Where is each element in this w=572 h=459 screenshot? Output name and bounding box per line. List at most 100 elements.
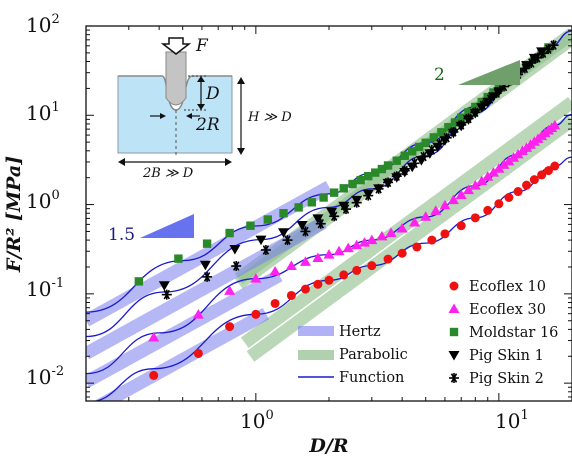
data-point xyxy=(412,242,422,252)
data-point xyxy=(447,194,459,205)
data-point xyxy=(312,214,324,224)
data-point xyxy=(339,270,349,280)
data-point xyxy=(315,218,326,229)
data-point xyxy=(494,199,504,209)
data-point xyxy=(462,184,474,195)
data-point xyxy=(476,175,488,186)
data-point xyxy=(231,261,242,272)
data-point xyxy=(396,222,408,233)
y-tick-label: 101 xyxy=(26,100,60,125)
data-point xyxy=(371,168,380,177)
data-point xyxy=(356,175,365,185)
inset-force-arrow xyxy=(160,37,192,55)
data-point xyxy=(526,58,537,69)
data-point xyxy=(161,289,172,300)
data-point xyxy=(504,193,514,203)
y-tick-label: 100 xyxy=(26,188,60,213)
data-point xyxy=(329,188,339,197)
data-point xyxy=(426,145,437,156)
data-point xyxy=(439,199,451,210)
data-point xyxy=(485,94,496,105)
data-point xyxy=(483,205,493,215)
data-point xyxy=(324,275,334,285)
data-point xyxy=(319,193,328,202)
parabolic-band xyxy=(246,115,572,362)
data-point xyxy=(537,170,547,180)
series-ecoflex-10 xyxy=(149,161,560,380)
y-tick-label: 102 xyxy=(26,12,60,37)
data-point xyxy=(493,163,505,173)
data-point xyxy=(418,151,429,162)
data-point xyxy=(455,189,467,200)
data-point xyxy=(464,108,473,117)
data-point xyxy=(383,254,393,264)
data-point xyxy=(294,203,303,212)
data-point xyxy=(307,198,317,207)
legend-label-ecoflex-30: Ecoflex 30 xyxy=(469,302,546,318)
data-point xyxy=(429,133,439,142)
data-point xyxy=(470,107,481,118)
data-point xyxy=(224,285,236,295)
hertz-band xyxy=(86,216,327,360)
data-point xyxy=(399,165,410,176)
data-point xyxy=(363,190,374,201)
data-point xyxy=(263,215,273,224)
legend-series: Ecoflex 10 Ecoflex 30 Moldstar 16 Pig Skin … xyxy=(448,279,558,387)
data-point xyxy=(229,244,241,255)
data-point xyxy=(376,230,388,241)
data-point xyxy=(348,179,357,189)
data-point xyxy=(397,248,407,258)
data-point xyxy=(329,211,340,222)
data-point xyxy=(300,226,311,237)
inset-width-label: 2B ≫ D xyxy=(142,166,194,181)
inset-depth-label: D xyxy=(205,84,220,104)
data-point xyxy=(255,235,267,246)
x-tick-label: 100 xyxy=(240,408,274,433)
legend-label-pig-skin-2: Pig Skin 2 xyxy=(469,371,544,387)
data-point xyxy=(199,260,211,271)
data-point xyxy=(341,204,352,215)
data-point xyxy=(522,180,532,190)
data-point xyxy=(482,171,494,181)
data-point xyxy=(430,205,442,215)
data-point xyxy=(286,290,296,300)
inset-height-label: H ≫ D xyxy=(247,110,292,125)
series-pig-skin-2 xyxy=(161,40,559,300)
legend-item-function: Function xyxy=(298,370,404,386)
data-point xyxy=(359,237,371,247)
inset-force-label: F xyxy=(195,36,209,56)
data-point xyxy=(420,211,432,221)
inset-indenter xyxy=(165,51,187,106)
data-point xyxy=(409,216,421,227)
data-point xyxy=(470,213,480,223)
axis-ticks xyxy=(85,25,572,401)
data-point xyxy=(532,52,543,63)
data-point xyxy=(383,177,394,188)
data-point xyxy=(269,265,281,276)
data-point xyxy=(373,183,384,194)
data-point xyxy=(202,239,212,248)
slope-triangle-parabolic xyxy=(458,60,520,85)
data-point xyxy=(457,113,466,122)
data-point xyxy=(342,242,354,253)
data-point xyxy=(434,138,445,149)
data-point xyxy=(251,309,261,319)
data-point xyxy=(427,235,437,245)
data-point xyxy=(543,166,553,176)
data-point xyxy=(392,156,401,165)
data-point xyxy=(333,245,345,256)
data-point xyxy=(260,244,271,255)
data-point xyxy=(225,322,235,332)
data-point xyxy=(299,256,311,266)
slope-label-parabolic: 2 xyxy=(434,65,445,85)
y-axis-title: F/R² [MPa] xyxy=(3,156,25,273)
data-point xyxy=(192,309,204,319)
data-point xyxy=(351,239,363,250)
data-point xyxy=(444,123,453,132)
legend-swatch-hertz xyxy=(298,326,334,336)
data-point xyxy=(246,221,255,230)
data-point xyxy=(366,234,378,245)
data-point xyxy=(456,221,466,231)
data-point xyxy=(285,260,297,271)
indentation-schematic: F D 2R H ≫ D 2B ≫ D xyxy=(117,36,292,181)
